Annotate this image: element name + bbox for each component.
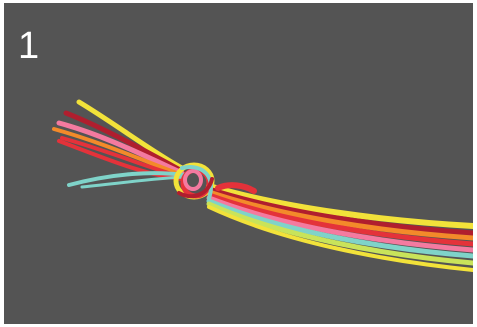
- step-number: 1: [18, 25, 40, 67]
- knotted-threads-image: [52, 99, 473, 272]
- knot: [173, 162, 257, 200]
- thread-tail: [206, 183, 473, 272]
- photo-frame: 1: [4, 3, 473, 324]
- thread-ends: [52, 99, 188, 189]
